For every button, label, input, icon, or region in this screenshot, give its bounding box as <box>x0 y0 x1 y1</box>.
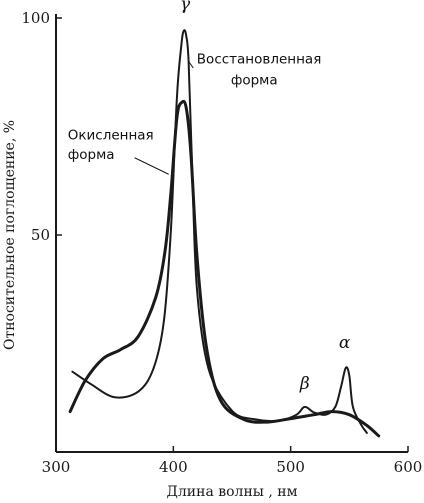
y-tick-label: 100 <box>21 9 50 27</box>
x-tick-label: 500 <box>276 458 305 476</box>
y-tick-label: 50 <box>31 226 50 244</box>
peak-label: β <box>299 374 310 394</box>
y-axis-label: Относительное поглощение, % <box>2 120 18 350</box>
x-tick-label: 600 <box>394 458 423 476</box>
series-annotation: Окисленная <box>68 128 154 144</box>
reduced-form-leader <box>188 61 194 69</box>
oxidized-form-leader <box>134 157 169 175</box>
series-line-oxidized <box>68 99 381 438</box>
annotation-layer: γ β α Восстановленная форма Окисленная форма <box>68 0 351 394</box>
axes <box>55 14 408 453</box>
peak-label: γ <box>180 0 191 14</box>
series-annotation: форма <box>68 147 115 163</box>
series-annotation: форма <box>231 72 278 88</box>
series-layer <box>68 29 381 438</box>
series-annotation: Восстановленная <box>197 52 322 68</box>
series-line-reduced <box>71 29 368 434</box>
x-tick-label: 400 <box>159 458 188 476</box>
x-tick-label: 300 <box>42 458 71 476</box>
x-axis-label: Длина волны , нм <box>167 484 298 500</box>
peak-label: α <box>339 333 351 353</box>
ticks: 300 400 500 600 50 100 <box>21 9 422 476</box>
